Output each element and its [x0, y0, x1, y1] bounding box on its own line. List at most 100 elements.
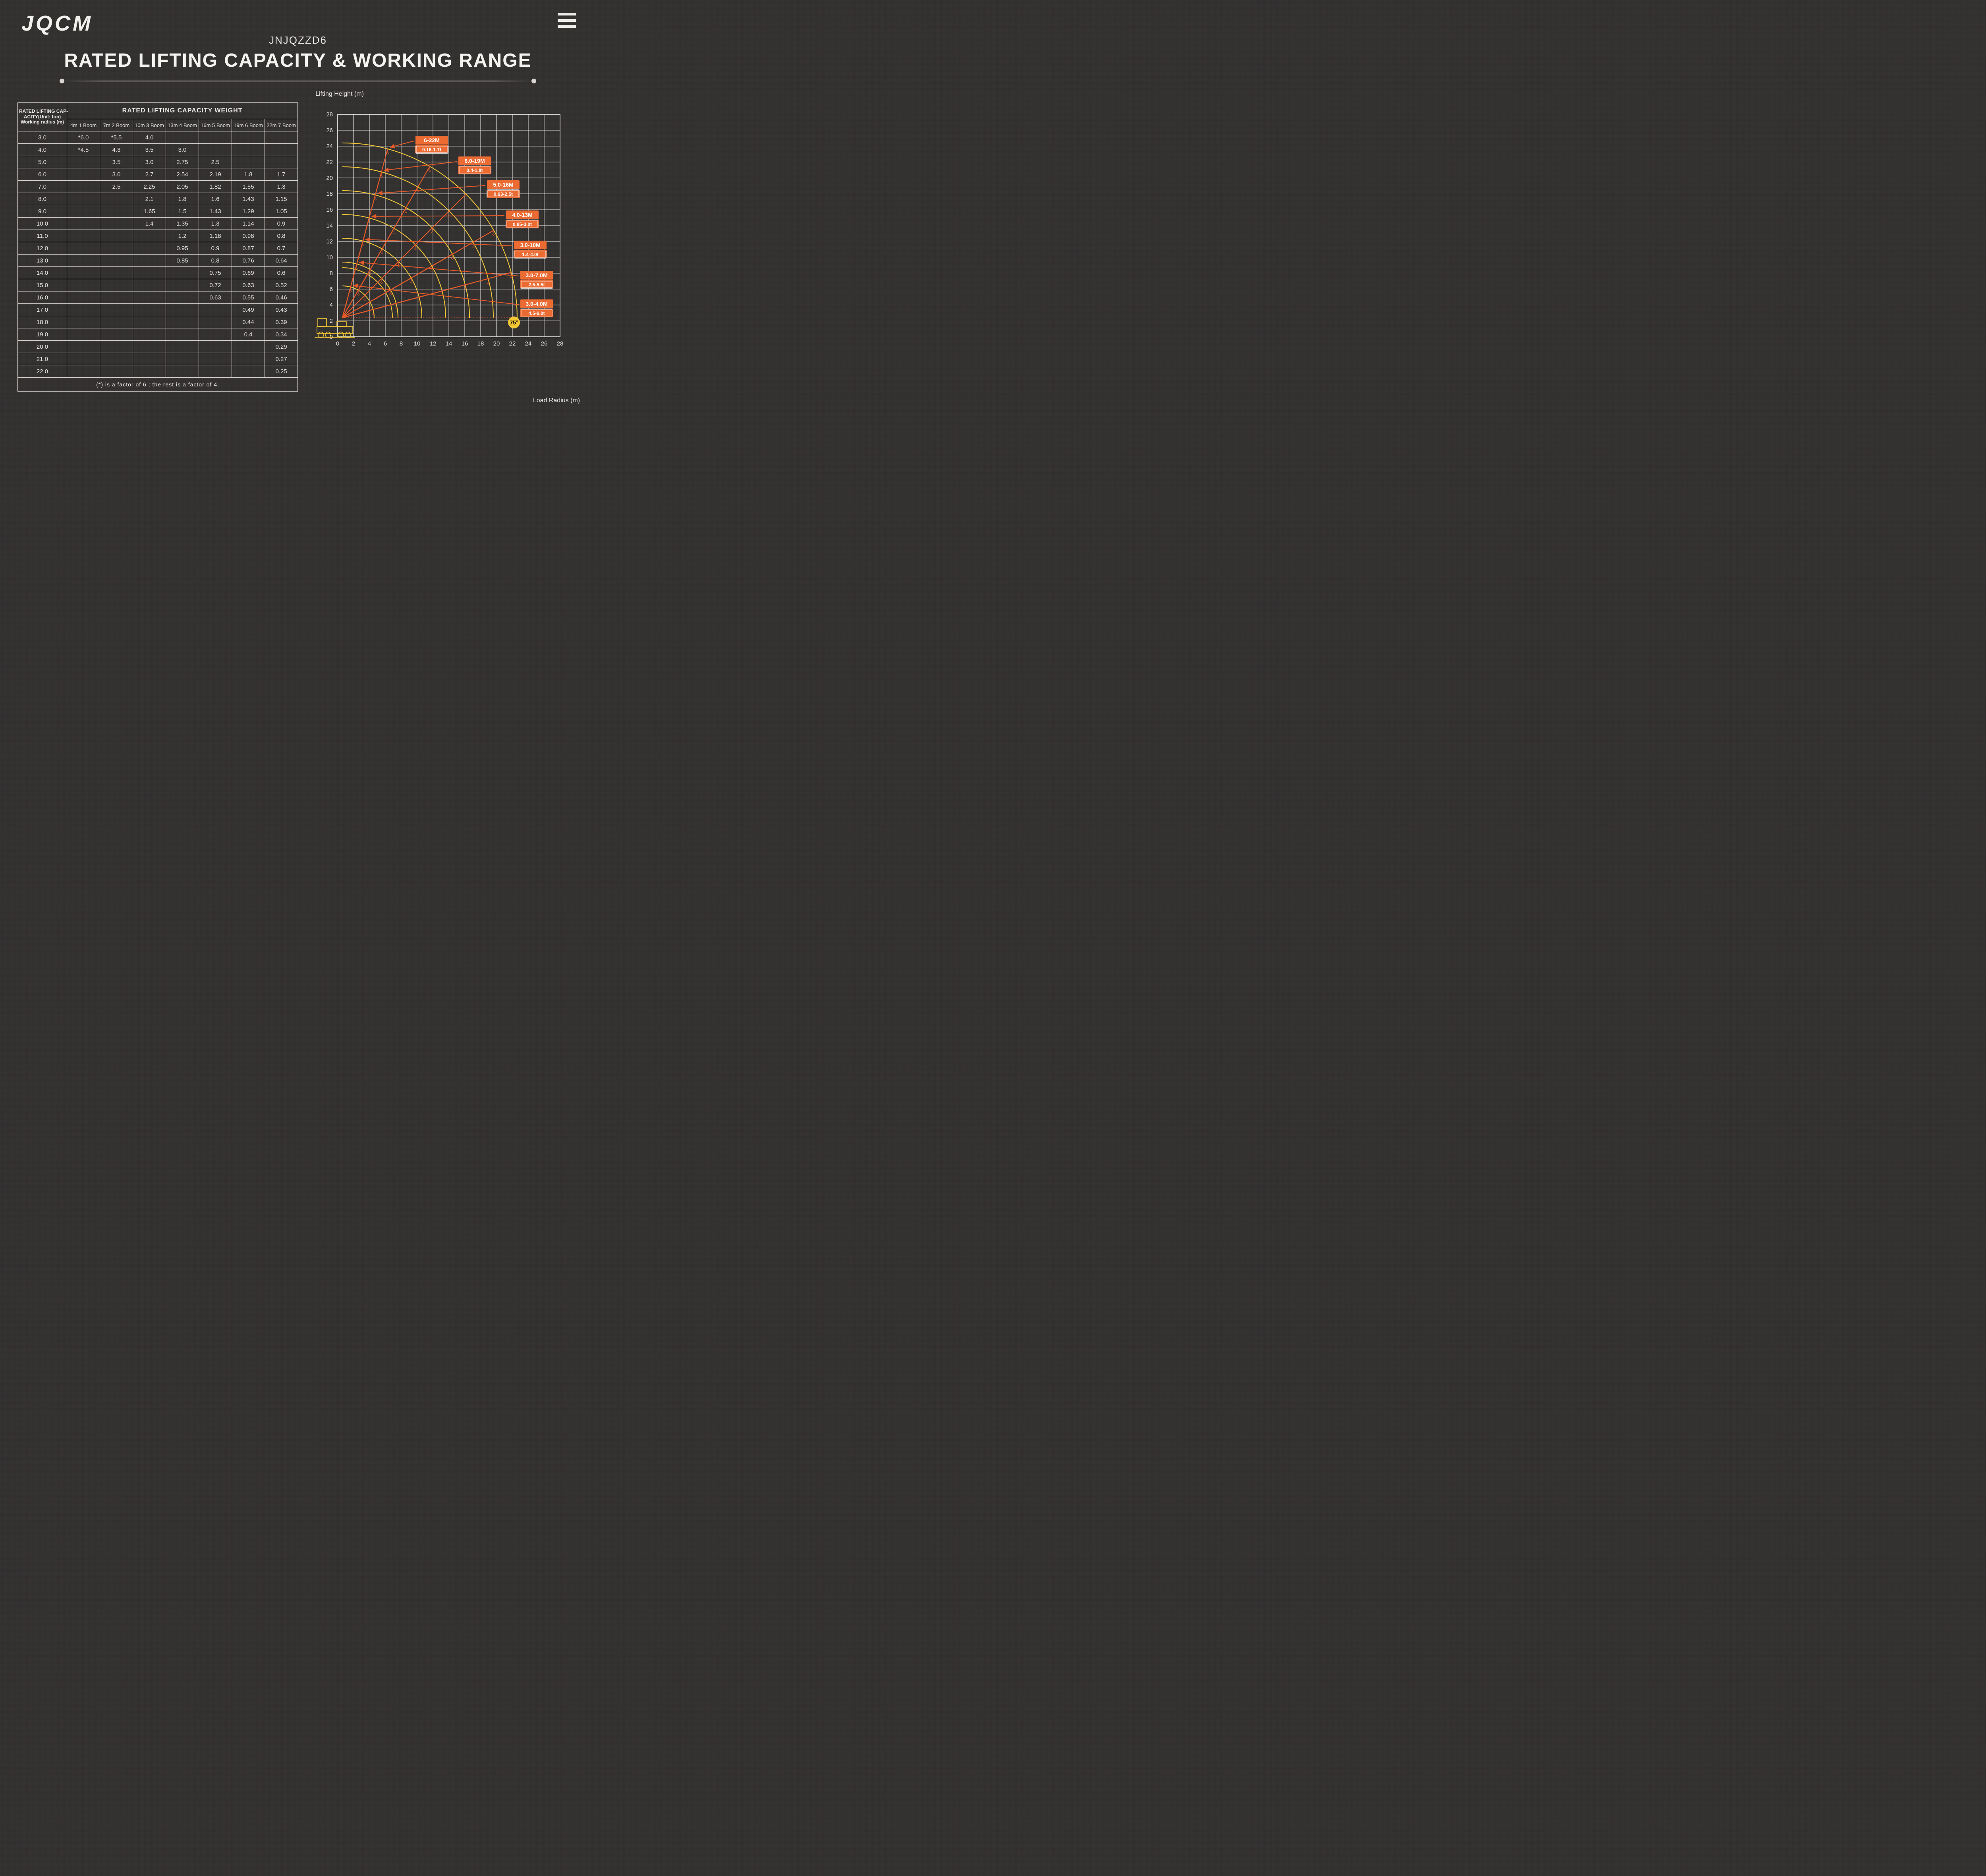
- table-cell: 0.98: [232, 230, 265, 242]
- table-cell: [67, 279, 100, 291]
- table-cell: [67, 353, 100, 365]
- table-cell: 2.54: [166, 168, 199, 181]
- svg-text:3.0-4.0M: 3.0-4.0M: [525, 301, 547, 307]
- table-cell: 0.8: [265, 230, 298, 242]
- table-cell: [100, 328, 133, 341]
- table-cell: 0.39: [265, 316, 298, 328]
- svg-text:4.0-13M: 4.0-13M: [512, 212, 532, 218]
- table-cell: [100, 242, 133, 255]
- table-cell: *5.5: [100, 131, 133, 144]
- svg-text:2: 2: [352, 340, 355, 347]
- svg-text:16: 16: [462, 340, 468, 347]
- svg-text:5.0-16M: 5.0-16M: [493, 181, 513, 188]
- range-chart-svg: 0246810121416182022242628024681012141618…: [310, 102, 580, 361]
- table-cell: [67, 365, 100, 378]
- svg-text:24: 24: [326, 143, 333, 150]
- svg-text:26: 26: [541, 340, 548, 347]
- table-cell: [265, 144, 298, 156]
- table-cell: 1.6: [199, 193, 232, 205]
- table-cell: 1.05: [265, 205, 298, 218]
- svg-text:0.63-2.5t: 0.63-2.5t: [494, 191, 513, 197]
- table-radius: 12.0: [18, 242, 67, 255]
- table-col-header: 10m 3 Boom: [133, 119, 166, 131]
- table-cell: 1.14: [232, 218, 265, 230]
- table-cell: [133, 255, 166, 267]
- table-cell: [67, 218, 100, 230]
- table-cell: [232, 341, 265, 353]
- table-footnote: (*) is a factor of 6 ; the rest is a fac…: [18, 378, 298, 392]
- table-cell: 2.5: [100, 181, 133, 193]
- table-cell: [100, 316, 133, 328]
- table-col-header: 7m 2 Boom: [100, 119, 133, 131]
- table-cell: [133, 291, 166, 304]
- table-cell: 1.8: [166, 193, 199, 205]
- table-radius: 20.0: [18, 341, 67, 353]
- table-radius: 11.0: [18, 230, 67, 242]
- table-cell: [67, 205, 100, 218]
- table-cell: [100, 279, 133, 291]
- svg-text:2.5-5.5t: 2.5-5.5t: [528, 282, 545, 288]
- svg-text:6.0-19M: 6.0-19M: [464, 158, 485, 164]
- table-cell: 1.15: [265, 193, 298, 205]
- table-cell: 0.55: [232, 291, 265, 304]
- table-col-header: 13m 4 Boom: [166, 119, 199, 131]
- table-cell: [67, 341, 100, 353]
- table-radius: 15.0: [18, 279, 67, 291]
- table-cell: 0.43: [265, 304, 298, 316]
- table-cell: [133, 341, 166, 353]
- table-cell: [67, 267, 100, 279]
- table-cell: 1.2: [166, 230, 199, 242]
- table-cell: 1.82: [199, 181, 232, 193]
- svg-text:0.4-1.8t: 0.4-1.8t: [466, 168, 483, 173]
- svg-text:20: 20: [493, 340, 500, 347]
- menu-icon[interactable]: [558, 13, 576, 28]
- table-cell: [232, 144, 265, 156]
- svg-text:22: 22: [509, 340, 516, 347]
- table-cell: 3.0: [166, 144, 199, 156]
- table-corner: RATED LIFTING CAP-ACITY(Unit: ton)Workin…: [18, 103, 67, 131]
- svg-text:16: 16: [326, 207, 333, 213]
- table-cell: 0.63: [199, 291, 232, 304]
- table-cell: [133, 365, 166, 378]
- table-radius: 14.0: [18, 267, 67, 279]
- table-cell: 2.25: [133, 181, 166, 193]
- table-cell: [133, 242, 166, 255]
- svg-text:14: 14: [326, 222, 333, 229]
- svg-text:26: 26: [326, 127, 333, 134]
- svg-text:12: 12: [430, 340, 437, 347]
- table-main-header: RATED LIFTING CAPACITY WEIGHT: [67, 103, 298, 119]
- model-code: JNJQZZD6: [17, 34, 578, 46]
- table-cell: [232, 156, 265, 168]
- table-cell: [100, 341, 133, 353]
- table-cell: 4.3: [100, 144, 133, 156]
- table-cell: [199, 341, 232, 353]
- table-radius: 9.0: [18, 205, 67, 218]
- table-cell: [67, 156, 100, 168]
- table-cell: [67, 181, 100, 193]
- table-cell: [100, 365, 133, 378]
- page-title: RATED LIFTING CAPACITY & WORKING RANGE: [17, 50, 578, 71]
- table-cell: [133, 304, 166, 316]
- table-cell: 0.8: [199, 255, 232, 267]
- table-cell: 0.75: [199, 267, 232, 279]
- table-cell: 0.27: [265, 353, 298, 365]
- table-cell: 3.0: [100, 168, 133, 181]
- table-cell: 0.9: [199, 242, 232, 255]
- table-cell: [133, 328, 166, 341]
- table-cell: 1.65: [133, 205, 166, 218]
- table-col-header: 22m 7 Boom: [265, 119, 298, 131]
- table-cell: 0.85: [166, 255, 199, 267]
- table-cell: 0.6: [265, 267, 298, 279]
- table-cell: 0.52: [265, 279, 298, 291]
- svg-text:4.5-6.0t: 4.5-6.0t: [528, 311, 545, 316]
- table-cell: [199, 353, 232, 365]
- table-cell: 1.5: [166, 205, 199, 218]
- svg-text:8: 8: [400, 340, 403, 347]
- table-cell: 0.49: [232, 304, 265, 316]
- table-cell: *6.0: [67, 131, 100, 144]
- table-cell: 0.64: [265, 255, 298, 267]
- table-cell: [166, 267, 199, 279]
- table-cell: [133, 230, 166, 242]
- table-cell: [100, 353, 133, 365]
- table-cell: [67, 316, 100, 328]
